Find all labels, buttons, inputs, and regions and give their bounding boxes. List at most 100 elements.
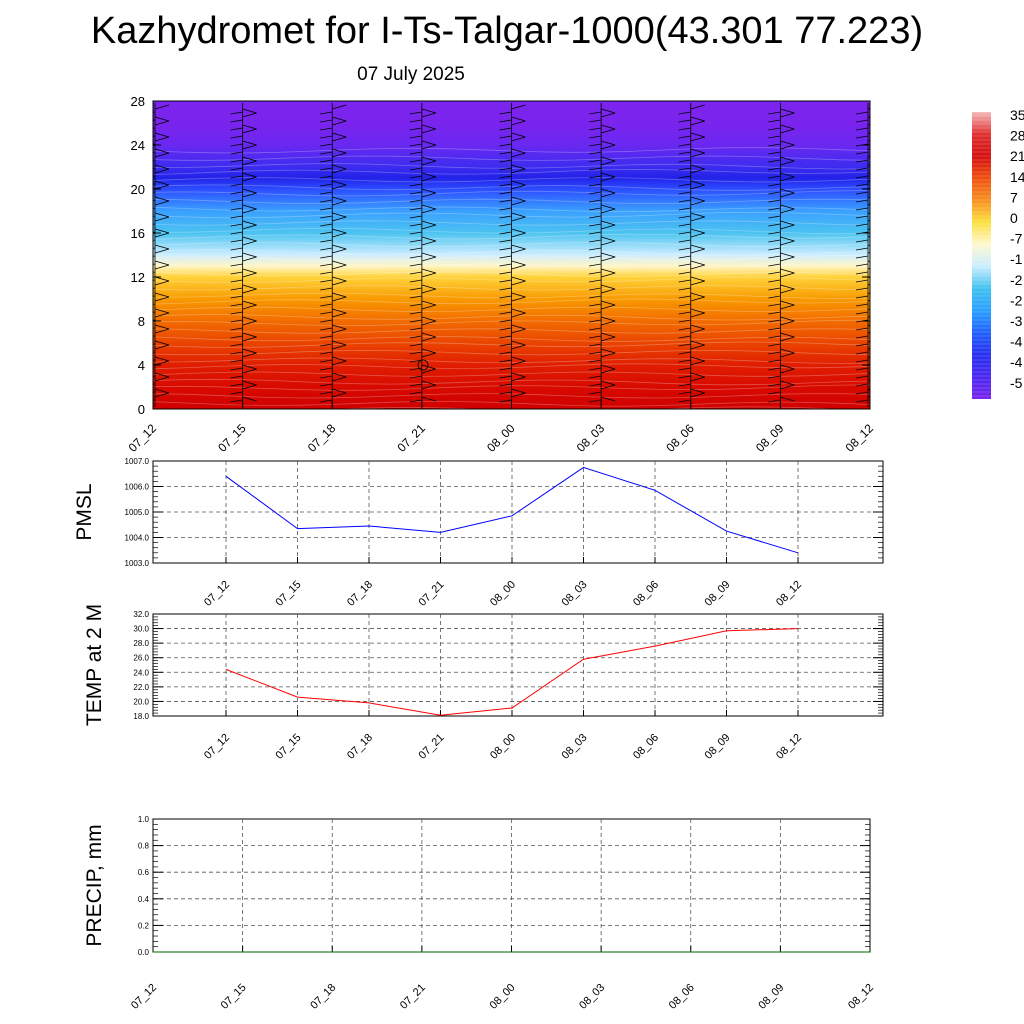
wind-barb (154, 344, 170, 350)
wind-barb (409, 231, 422, 235)
wind-barb (511, 196, 526, 202)
wind-barb (230, 319, 243, 323)
wind-barb (332, 244, 347, 250)
wind-barb (780, 352, 795, 358)
wind-barb (511, 292, 526, 298)
wind-barb (780, 236, 795, 242)
wind-barb (230, 167, 243, 171)
wind-barb (409, 399, 422, 403)
wind-barb (409, 247, 422, 251)
wind-barb (421, 176, 436, 182)
wind-barb (601, 288, 616, 294)
wind-barb (230, 151, 243, 155)
wind-barb (409, 263, 422, 267)
colorbar-label: -7 (1010, 231, 1023, 247)
wind-barb (768, 359, 781, 363)
wind-barb (242, 288, 257, 294)
wind-barb (499, 359, 512, 363)
wind-barb (421, 352, 436, 358)
plot-frame (152, 613, 884, 717)
wind-barb (499, 223, 512, 227)
x-tick-label: 07_21 (398, 982, 428, 1012)
wind-barb (601, 352, 616, 358)
x-tick-label: 08_03 (574, 421, 608, 455)
wind-barb (690, 376, 705, 382)
wind-barb (332, 168, 347, 174)
wind-barb (332, 152, 347, 158)
wind-barb (332, 228, 347, 234)
wind-barb (855, 343, 869, 347)
wind-barb (154, 356, 170, 362)
wind-barb (320, 383, 333, 387)
wind-barbs (153, 103, 870, 407)
wind-barb (780, 380, 795, 386)
wind-barb (499, 279, 512, 283)
wind-barb (678, 175, 691, 179)
wind-barb (332, 212, 347, 218)
wind-barb (409, 215, 422, 219)
wind-barb (511, 280, 526, 286)
wind-barb (690, 356, 705, 362)
wind-barb (230, 399, 243, 403)
wind-barb (332, 232, 347, 238)
wind-barb (780, 252, 795, 258)
wind-barb (320, 159, 333, 163)
wind-barb (230, 231, 243, 235)
wind-barb (511, 276, 526, 282)
wind-barb (601, 304, 616, 310)
wind-barb (601, 332, 616, 338)
wind-barb (499, 271, 512, 275)
wind-barb (690, 196, 705, 202)
wind-barb (690, 168, 705, 174)
wind-barb (421, 332, 436, 338)
colorbar-label: 0 (1010, 210, 1018, 226)
wind-barb (678, 375, 691, 379)
wind-barb (589, 391, 602, 395)
wind-barb (780, 124, 795, 130)
wind-barb (601, 236, 616, 242)
y-tick-label: 1003.0 (125, 559, 150, 568)
wind-barb (690, 216, 705, 222)
wind-barb (421, 160, 436, 166)
wind-barb (678, 351, 691, 355)
wind-barb (421, 304, 436, 310)
wind-barb (320, 367, 333, 371)
wind-barb (601, 160, 616, 166)
y-tick-label: 32.0 (133, 610, 149, 619)
wind-barb (678, 135, 691, 139)
wind-barb (690, 152, 705, 158)
wind-barb (690, 340, 705, 346)
y-tick-label: 24 (131, 138, 145, 153)
wind-barb (855, 391, 869, 395)
wind-barb (855, 367, 869, 371)
wind-barb (768, 295, 781, 299)
wind-barb (678, 247, 691, 251)
y-tick-label: 20 (131, 182, 145, 197)
wind-barb (589, 183, 602, 187)
contour-line (153, 415, 870, 419)
wind-barb (690, 308, 705, 314)
wind-barb (589, 255, 602, 259)
wind-barb (230, 183, 243, 187)
wind-barb (242, 192, 257, 198)
wind-barb (678, 311, 691, 315)
wind-barb (320, 191, 333, 195)
x-tick-label: 07_12 (129, 982, 159, 1012)
wind-barb (511, 184, 526, 190)
wind-barb (678, 263, 691, 267)
wind-barb (678, 199, 691, 203)
y-tick-label: 30.0 (133, 625, 149, 634)
wind-barb (511, 388, 526, 394)
x-tick-label: 07_15 (215, 421, 249, 455)
wind-barb (589, 111, 602, 115)
wind-barb (678, 231, 691, 235)
wind-barb (589, 119, 602, 123)
cross-section-panel: 0 4 8 12 16 20 24 28 07_12 07_15 07_18 07_21 08_00 08… (126, 94, 877, 455)
wind-barb (499, 383, 512, 387)
wind-barb (690, 372, 705, 378)
wind-barb (154, 148, 170, 154)
wind-barb (589, 319, 602, 323)
wind-barb (332, 216, 347, 222)
wind-barb (320, 375, 333, 379)
x-tick-label: 07_21 (394, 421, 428, 455)
